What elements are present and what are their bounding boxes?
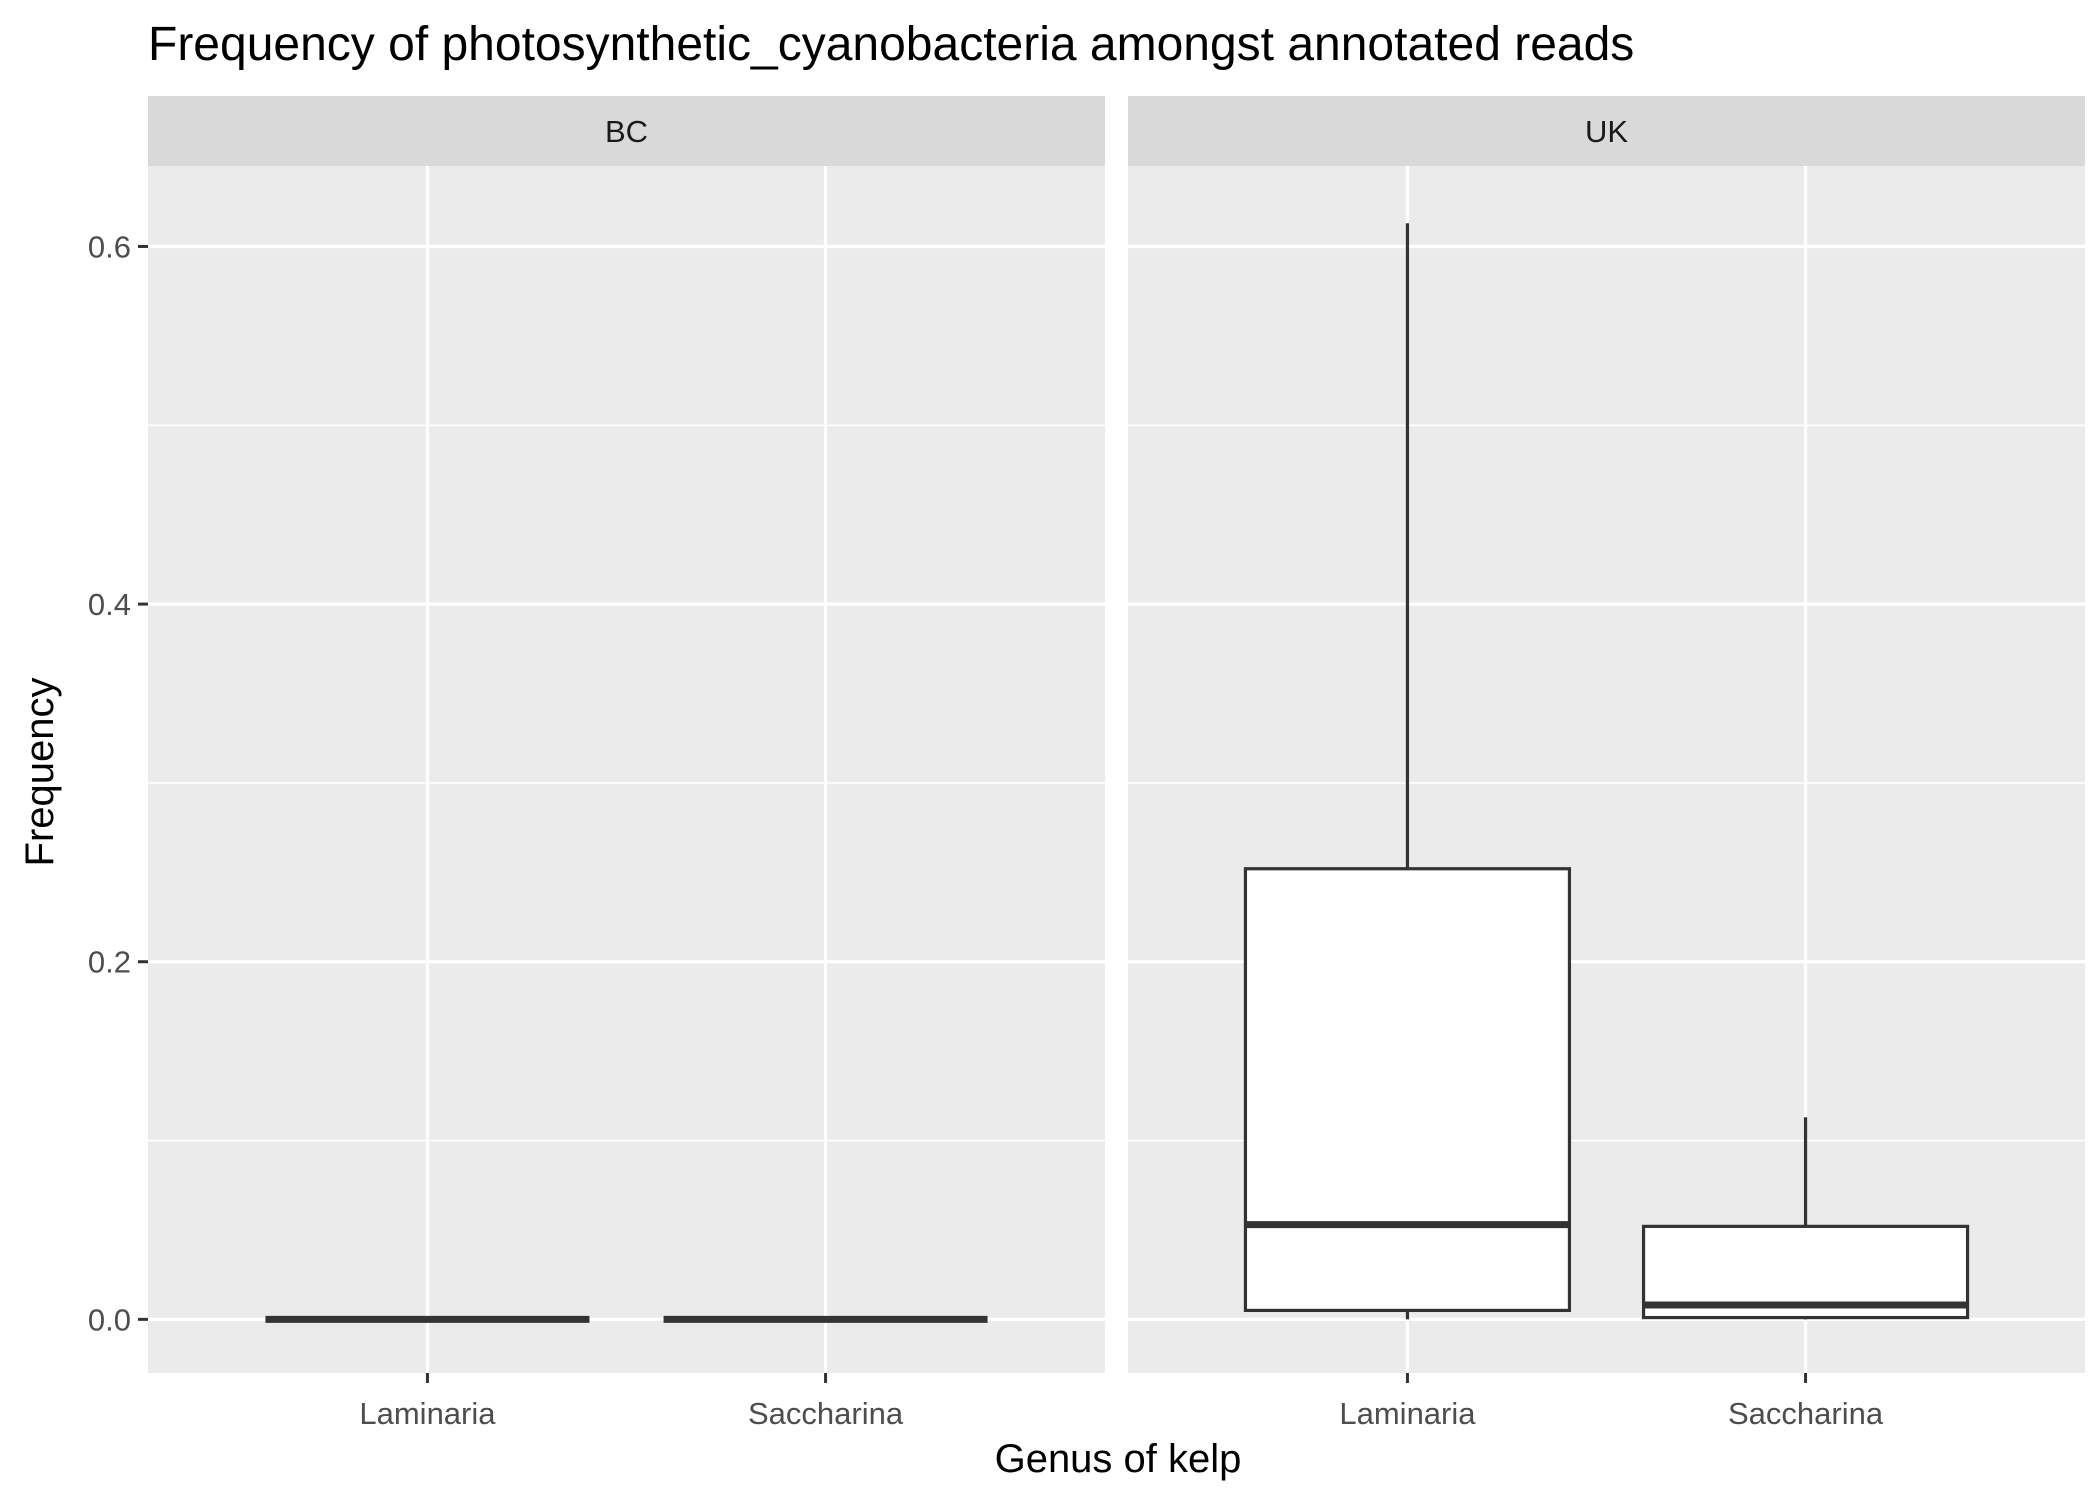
y-tick-label: 0.2: [88, 945, 131, 980]
x-tick-label: Laminaria: [359, 1396, 496, 1431]
box-laminaria: [1243, 223, 1572, 1320]
facet-strip: [148, 96, 1105, 166]
x-axis-title: Genus of kelp: [995, 1437, 1242, 1481]
box-iqr: [1243, 867, 1572, 1313]
y-tick-label: 0.6: [88, 229, 131, 264]
facet-panel-bc: BC Laminaria Saccharina: [148, 96, 1105, 1431]
x-tick-label: Saccharina: [1728, 1396, 1884, 1431]
x-tick-label: Saccharina: [748, 1396, 904, 1431]
y-axis: 0.0 0.2 0.4 0.6: [88, 229, 148, 1337]
box-saccharina: [1641, 1117, 1970, 1320]
facet-strip-label: BC: [605, 114, 648, 149]
facet-panel-uk: UK Laminaria Saccharina: [1128, 96, 2085, 1431]
facet-strip-label: UK: [1585, 114, 1628, 149]
y-tick-label: 0.4: [88, 587, 131, 622]
y-tick-label: 0.0: [88, 1302, 131, 1337]
facet-strip: [1128, 96, 2085, 166]
facet-panels: BC Laminaria Saccharina UK Laminaria Sacchari…: [88, 96, 2085, 1431]
x-tick-label: Laminaria: [1339, 1396, 1476, 1431]
y-axis-title: Frequency: [18, 678, 62, 867]
chart-title: Frequency of photosynthetic_cyanobacteri…: [148, 18, 1634, 71]
panel-background: [148, 166, 1105, 1373]
